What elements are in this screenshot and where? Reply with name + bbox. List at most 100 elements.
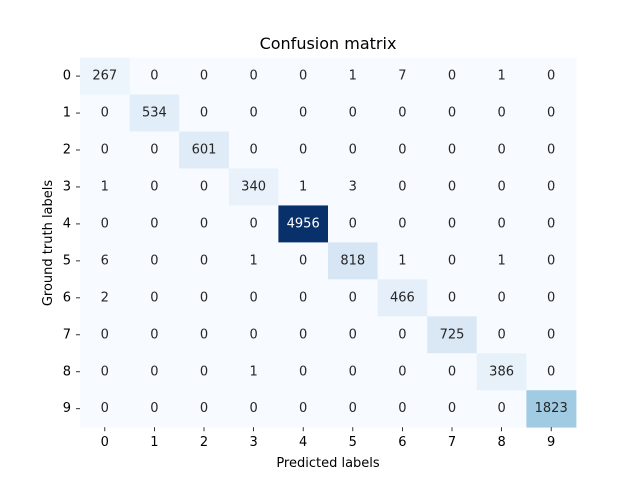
heatmap-cell-7-2 — [179, 316, 230, 354]
heatmap-cell-4-3 — [228, 205, 279, 243]
heatmap-cell-9-7 — [427, 390, 478, 428]
heatmap-cell-3-0 — [80, 168, 130, 206]
heatmap-cell-6-1 — [129, 279, 180, 317]
cell-value-5-5: 818 — [340, 253, 365, 268]
cell-value-4-2: 0 — [200, 216, 208, 231]
cell-value-9-4: 0 — [299, 401, 307, 416]
heatmap-cell-2-2 — [179, 131, 230, 169]
heatmap-cell-2-7 — [427, 131, 478, 169]
cell-value-6-7: 0 — [448, 290, 456, 305]
heatmap-cell-1-3 — [228, 94, 279, 132]
heatmap-cell-0-4 — [278, 57, 329, 95]
heatmap-cell-3-3 — [228, 168, 279, 206]
x-tick-label-2: 2 — [200, 435, 208, 450]
heatmap-cell-4-7 — [427, 205, 478, 243]
y-tick-label-4: 4 — [63, 216, 71, 231]
heatmap-cell-5-2 — [179, 242, 230, 280]
cell-value-3-5: 3 — [349, 179, 357, 194]
y-tick-label-8: 8 — [63, 364, 71, 379]
y-axis-label: Ground truth labels — [41, 180, 56, 307]
heatmap-cell-7-6 — [377, 316, 428, 354]
heatmap-cell-8-1 — [129, 353, 180, 391]
cell-value-5-8: 1 — [497, 253, 505, 268]
heatmap-cell-6-9 — [526, 279, 577, 317]
cell-value-9-5: 0 — [349, 401, 357, 416]
cell-value-5-4: 0 — [299, 253, 307, 268]
cell-value-8-4: 0 — [299, 364, 307, 379]
heatmap-cell-2-3 — [228, 131, 279, 169]
heatmap-cell-3-9 — [526, 168, 577, 206]
cell-value-9-7: 0 — [448, 401, 456, 416]
cell-value-1-9: 0 — [547, 106, 555, 121]
cell-value-6-6: 466 — [390, 290, 415, 305]
cell-value-5-2: 0 — [200, 253, 208, 268]
cell-value-8-6: 0 — [398, 364, 406, 379]
cell-value-1-2: 0 — [200, 106, 208, 121]
cell-value-4-9: 0 — [547, 216, 555, 231]
heatmap-cell-8-8 — [476, 353, 527, 391]
cell-value-0-0: 267 — [92, 69, 117, 84]
cell-value-6-2: 0 — [200, 290, 208, 305]
heatmap-cell-2-0 — [80, 131, 130, 169]
cell-value-1-3: 0 — [249, 106, 257, 121]
heatmap-cell-3-5 — [328, 168, 378, 206]
heatmap-cell-6-3 — [228, 279, 279, 317]
heatmap-cell-7-3 — [228, 316, 279, 354]
cell-value-7-1: 0 — [150, 327, 158, 342]
cell-value-0-9: 0 — [547, 69, 555, 84]
cell-value-0-4: 0 — [299, 69, 307, 84]
cell-value-6-3: 0 — [249, 290, 257, 305]
cell-value-2-8: 0 — [497, 143, 505, 158]
cell-value-7-3: 0 — [249, 327, 257, 342]
heatmap-cell-7-7 — [427, 316, 478, 354]
heatmap-cell-4-5 — [328, 205, 378, 243]
cell-value-6-9: 0 — [547, 290, 555, 305]
cell-value-5-0: 6 — [101, 253, 109, 268]
heatmap-cell-9-2 — [179, 390, 230, 428]
heatmap-cell-4-1 — [129, 205, 180, 243]
cell-value-7-2: 0 — [200, 327, 208, 342]
heatmap-cell-4-8 — [476, 205, 527, 243]
cell-value-6-1: 0 — [150, 290, 158, 305]
heatmap-cell-9-0 — [80, 390, 130, 428]
cell-value-7-8: 0 — [497, 327, 505, 342]
cell-value-2-4: 0 — [299, 143, 307, 158]
x-tick-label-5: 5 — [349, 435, 357, 450]
heatmap-cell-2-6 — [377, 131, 428, 169]
cell-value-0-7: 0 — [448, 69, 456, 84]
heatmap-cell-0-6 — [377, 57, 428, 95]
cell-value-7-7: 725 — [440, 327, 465, 342]
cell-value-5-6: 1 — [398, 253, 406, 268]
heatmap-cell-6-2 — [179, 279, 230, 317]
heatmap-cell-0-0 — [80, 57, 130, 95]
heatmap-cell-1-1 — [129, 94, 180, 132]
cell-value-9-3: 0 — [249, 401, 257, 416]
cell-value-2-1: 0 — [150, 143, 158, 158]
y-tick-label-9: 9 — [63, 401, 71, 416]
heatmap-cells: 267 0 0 0 0 1 7 0 1 00 534 0 0 0 0 0 0 0 00 0 601 0 0 0 0 0 0 01 0 0 3… — [80, 57, 577, 428]
heatmap-cell-3-2 — [179, 168, 230, 206]
x-axis-label: Predicted labels — [276, 456, 380, 471]
cell-value-0-6: 7 — [398, 69, 406, 84]
heatmap-cell-9-9 — [526, 390, 577, 428]
heatmap-cell-8-7 — [427, 353, 478, 391]
heatmap-cell-0-5 — [328, 57, 378, 95]
heatmap-cell-1-0 — [80, 94, 130, 132]
cell-value-4-3: 0 — [249, 216, 257, 231]
x-tick-label-0: 0 — [101, 435, 109, 450]
cell-value-4-4: 4956 — [287, 216, 320, 231]
cell-value-0-2: 0 — [200, 69, 208, 84]
heatmap-cell-2-1 — [129, 131, 180, 169]
heatmap-cell-1-4 — [278, 94, 329, 132]
y-tick-label-6: 6 — [63, 290, 71, 305]
heatmap-cell-5-0 — [80, 242, 130, 280]
heatmap-cell-0-1 — [129, 57, 180, 95]
heatmap-cell-7-4 — [278, 316, 329, 354]
heatmap-cell-3-4 — [278, 168, 329, 206]
cell-value-7-6: 0 — [398, 327, 406, 342]
cell-value-4-8: 0 — [497, 216, 505, 231]
x-tick-label-9: 9 — [547, 435, 555, 450]
cell-value-1-4: 0 — [299, 106, 307, 121]
y-axis-ticks: 0 1 2 3 4 5 6 7 8 9 — [63, 69, 80, 416]
cell-value-2-2: 601 — [192, 143, 217, 158]
